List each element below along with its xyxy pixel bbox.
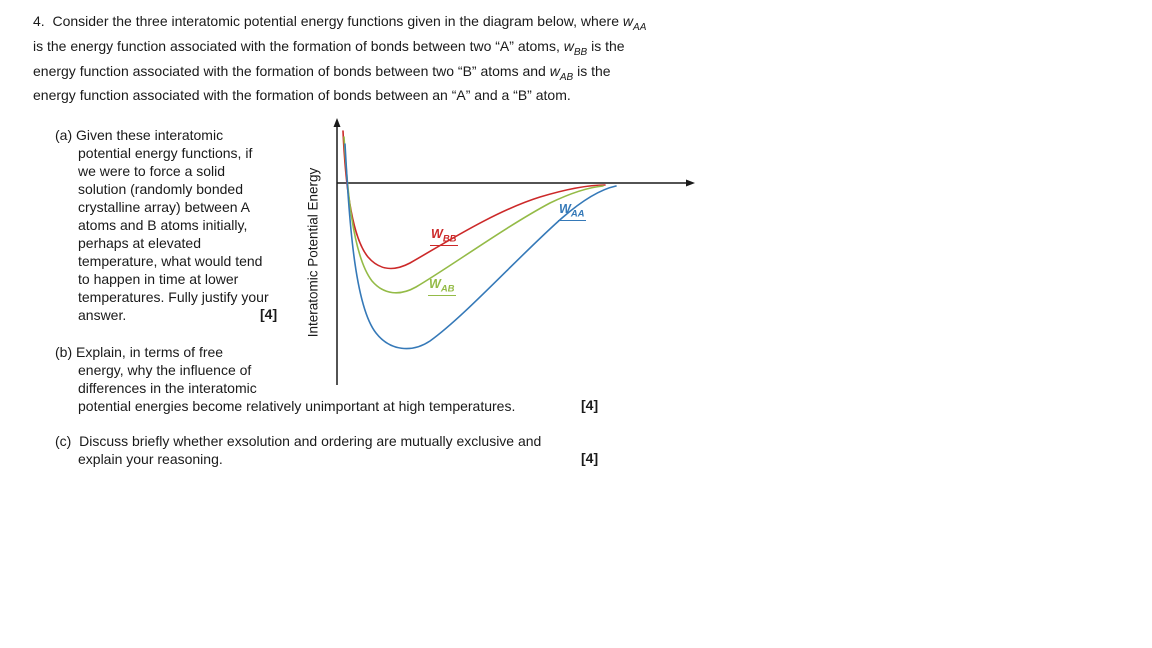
text-line: atoms and B atoms initially,: [78, 217, 248, 233]
intro-text-4: is the energy function associated with t…: [33, 62, 615, 104]
curve-label-wAA: WAA: [558, 203, 586, 221]
part-b-question: (b) Explain, in terms of free energy, why…: [55, 343, 615, 415]
text-line: potential energy functions, if: [78, 145, 253, 161]
text-line: potential energies become relatively uni…: [78, 398, 516, 414]
part-b-marks: [4]: [581, 397, 599, 413]
symbol-wBB-letter: w: [563, 37, 574, 54]
potential-energy-diagram: Interatomic Potential Energy WBB WAB WAA: [300, 115, 700, 395]
symbol-wBB: wBB: [563, 37, 587, 58]
part-a-question: (a) Given these interatomic potential ene…: [55, 126, 300, 324]
text-line: (a) Given these interatomic: [55, 127, 224, 143]
curve-label-wAB-sub: AB: [440, 283, 455, 295]
text-line: solution (randomly bonded: [78, 181, 243, 197]
part-c-marks: [4]: [581, 450, 599, 466]
symbol-wAB: wAB: [549, 62, 574, 83]
intro-text-3: is the energy function associated with t…: [33, 37, 629, 79]
symbol-wAB-letter: w: [549, 62, 560, 79]
symbol-wAA-letter: w: [622, 13, 634, 29]
text-line: crystalline array) between A: [78, 199, 250, 215]
text-line: answer.: [78, 307, 127, 323]
curve-label-wBB-letter: W: [431, 227, 443, 241]
text-line: we were to force a solid: [78, 163, 226, 179]
text-line: temperatures. Fully justify your: [78, 289, 269, 305]
text-line: to happen in time at lower: [78, 271, 239, 287]
part-c-question: (c) Discuss briefly whether exsolution a…: [55, 432, 665, 468]
curve-label-wBB-sub: BB: [442, 233, 457, 245]
text-line: (b) Explain, in terms of free: [55, 344, 224, 360]
text-line: (c) Discuss briefly whether exsolution a…: [55, 433, 542, 449]
symbol-wAA-sub: AA: [633, 21, 647, 33]
diagram-canvas: [333, 118, 695, 385]
symbol-wBB-sub: BB: [573, 46, 588, 58]
curve-wBB: [342, 130, 606, 270]
text-line: differences in the interatomic: [78, 380, 257, 396]
curve-label-wAB: WAB: [428, 278, 456, 296]
symbol-wAA: wAA: [622, 13, 646, 33]
symbol-wAB-sub: AB: [559, 71, 574, 83]
curve-wAA: [344, 143, 617, 350]
text-line: perhaps at elevated: [78, 235, 201, 251]
curve-label-wAA-letter: W: [559, 202, 571, 216]
intro-text-1: 4. Consider the three interatomic potent…: [33, 13, 623, 29]
y-axis-label: Interatomic Potential Energy: [305, 167, 321, 338]
curve-label-wAA-sub: AA: [570, 208, 585, 220]
question-intro: 4. Consider the three interatomic potent…: [33, 12, 657, 104]
part-a-marks: [4]: [260, 306, 278, 322]
text-line: explain your reasoning.: [78, 451, 223, 467]
curve-label-wAB-letter: W: [429, 277, 441, 291]
curve-label-wBB: WBB: [430, 228, 458, 246]
curve-wAB: [343, 136, 604, 294]
x-axis-arrow-icon: [686, 179, 695, 187]
y-axis-arrow-icon: [333, 118, 341, 127]
intro-text-2: is the energy function associated with t…: [33, 13, 651, 54]
text-line: energy, why the influence of: [78, 362, 252, 378]
text-line: temperature, what would tend: [78, 253, 263, 269]
